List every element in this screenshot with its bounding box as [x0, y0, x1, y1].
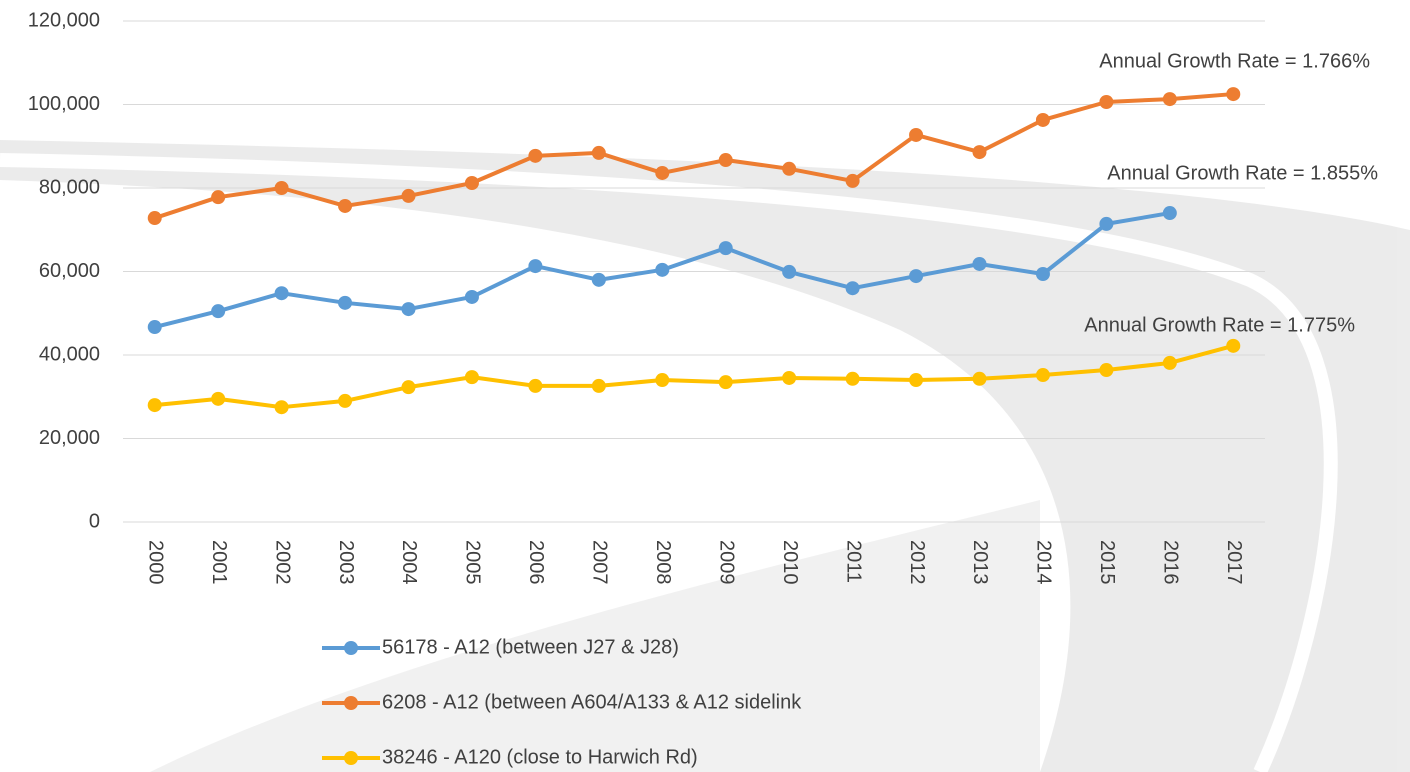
data-point [655, 373, 670, 388]
data-point [211, 304, 226, 319]
legend-marker [344, 641, 358, 655]
series-line [154, 343, 1234, 410]
data-point [528, 378, 543, 393]
data-point [591, 378, 606, 393]
data-point [1226, 87, 1241, 102]
data-point [1099, 363, 1114, 378]
data-point [1099, 94, 1114, 109]
data-point [655, 262, 670, 277]
data-point [211, 391, 226, 406]
annotation: Annual Growth Rate = 1.766% [1099, 50, 1370, 72]
x-tick-label: 2007 [589, 540, 611, 585]
data-point [1226, 338, 1241, 353]
x-tick-label: 2015 [1096, 540, 1118, 585]
data-point [338, 393, 353, 408]
x-tick-label: 2003 [335, 540, 357, 585]
data-point [1162, 355, 1177, 370]
road-shape [0, 140, 1410, 772]
data-point [1099, 216, 1114, 231]
y-tick-label: 40,000 [39, 343, 100, 365]
data-point [338, 295, 353, 310]
data-point [972, 145, 987, 160]
x-tick-label: 2002 [271, 540, 293, 585]
data-point [782, 370, 797, 385]
data-point [464, 175, 479, 190]
data-point [909, 127, 924, 142]
data-point [718, 375, 733, 390]
road-stripe [0, 153, 1338, 772]
data-point [972, 256, 987, 271]
x-tick-label: 2009 [715, 540, 737, 585]
legend-label: 6208 - A12 (between A604/A133 & A12 side… [382, 691, 802, 713]
data-point [845, 281, 860, 296]
data-point [528, 259, 543, 274]
y-tick-label: 80,000 [39, 176, 100, 198]
y-tick-label: 60,000 [39, 260, 100, 282]
series-line [154, 92, 1234, 220]
data-point [909, 269, 924, 284]
x-tick-label: 2013 [969, 540, 991, 585]
data-point [211, 190, 226, 205]
data-point [274, 286, 289, 301]
y-tick-label: 120,000 [28, 9, 100, 31]
x-tick-label: 2004 [398, 540, 420, 585]
legend-label: 56178 - A12 (between J27 & J28) [382, 636, 679, 658]
data-point [782, 264, 797, 279]
x-tick-label: 2008 [652, 540, 674, 585]
data-point [591, 272, 606, 287]
data-point [718, 153, 733, 168]
x-tick-label: 2012 [906, 540, 928, 585]
data-point [845, 371, 860, 386]
legend-marker [344, 696, 358, 710]
data-point [1162, 206, 1177, 221]
x-tick-label: 2006 [525, 540, 547, 585]
data-point [1035, 112, 1050, 127]
data-point [147, 320, 162, 335]
annotation: Annual Growth Rate = 1.775% [1084, 314, 1355, 336]
data-point [274, 400, 289, 415]
legend-marker [344, 751, 358, 765]
y-tick-label: 0 [89, 510, 100, 532]
data-point [1035, 368, 1050, 383]
data-point [782, 161, 797, 176]
y-tick-label: 20,000 [39, 427, 100, 449]
annotation: Annual Growth Rate = 1.855% [1107, 162, 1378, 184]
x-tick-label: 2001 [208, 540, 230, 585]
y-tick-label: 100,000 [28, 93, 100, 115]
data-point [401, 188, 416, 203]
data-point [274, 181, 289, 195]
background-road [0, 140, 1410, 772]
data-point [147, 211, 162, 226]
data-point [528, 148, 543, 163]
data-point [147, 398, 162, 413]
x-tick-label: 2014 [1033, 540, 1055, 585]
data-point [718, 241, 733, 256]
data-point [401, 302, 416, 317]
data-point [464, 289, 479, 304]
data-point [1035, 267, 1050, 282]
data-point [845, 173, 860, 188]
data-point [972, 371, 987, 386]
data-point [464, 370, 479, 385]
x-tick-label: 2016 [1160, 540, 1182, 585]
data-point [655, 165, 670, 180]
x-tick-label: 2017 [1223, 540, 1245, 585]
x-tick-label: 2011 [842, 540, 864, 583]
data-point [401, 380, 416, 395]
data-point [1162, 92, 1177, 107]
data-point [909, 373, 924, 388]
x-tick-label: 2010 [779, 540, 801, 585]
data-point [338, 198, 353, 213]
x-tick-label: 2005 [462, 540, 484, 585]
legend-label: 38246 - A120 (close to Harwich Rd) [382, 746, 698, 768]
x-tick-label: 2000 [144, 540, 166, 585]
data-point [591, 145, 606, 160]
